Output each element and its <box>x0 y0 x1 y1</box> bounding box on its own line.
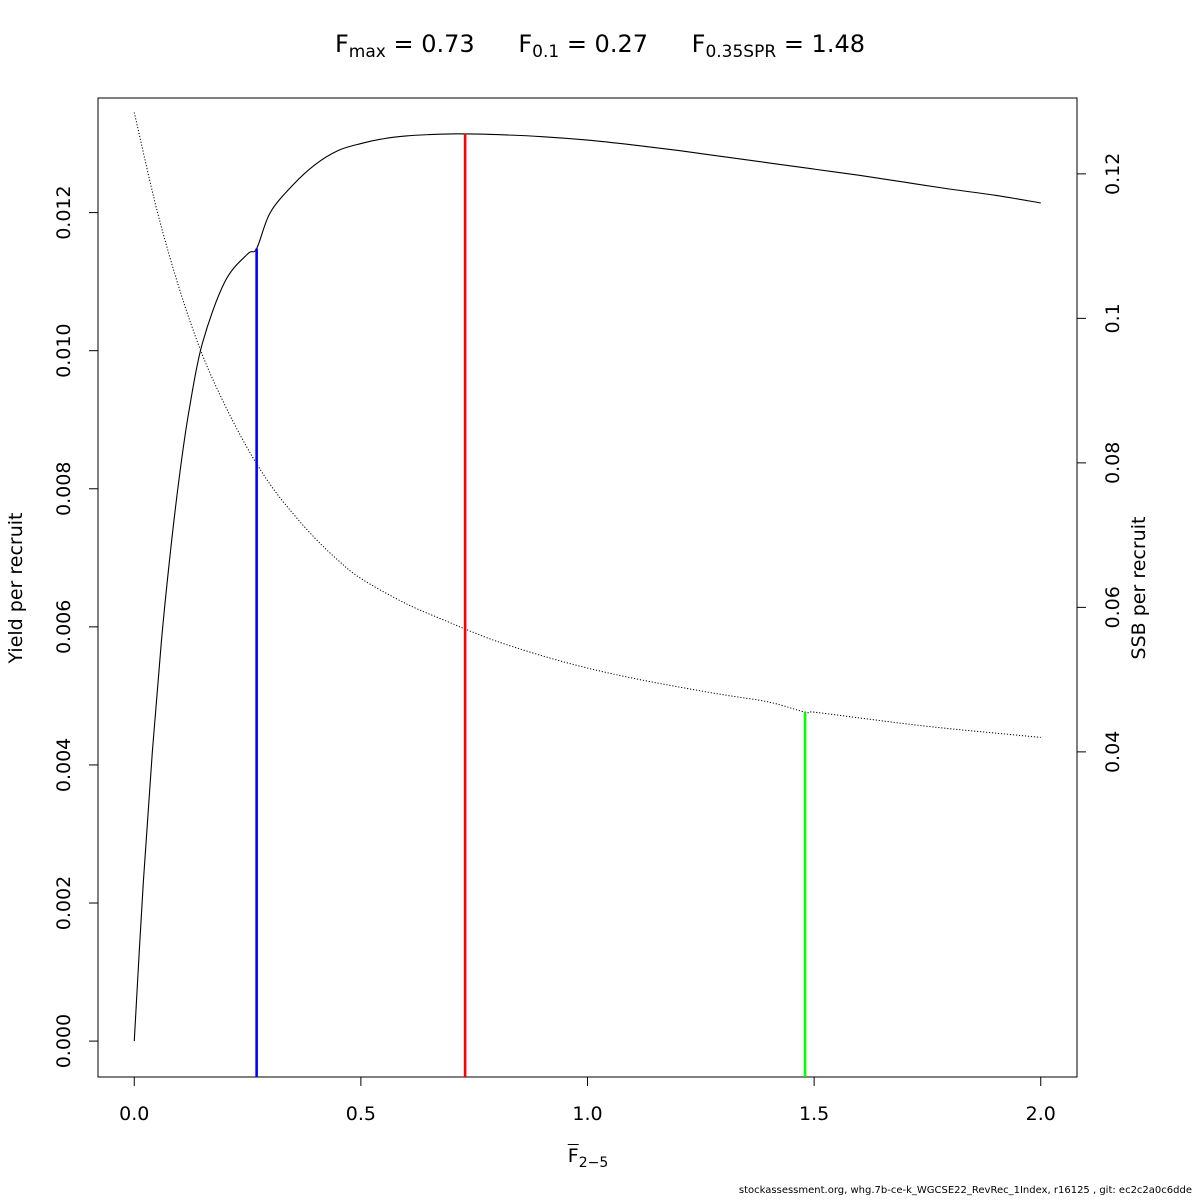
series-layer <box>133 112 1041 1042</box>
x-tick-label: 2.0 <box>1026 1103 1056 1125</box>
y-left-tick-label: 0.004 <box>53 738 75 792</box>
y-right-tick-label: 0.04 <box>1102 731 1124 773</box>
y-left-tick-label: 0.010 <box>53 323 75 377</box>
x-tick-label: 0.5 <box>346 1103 376 1125</box>
title-fmax: Fmax = 0.73 <box>334 30 475 62</box>
y-left-tick-label: 0.002 <box>53 876 75 930</box>
plot-frame <box>97 97 1078 1078</box>
footer-credit: stockassessment.org, whg.7b-ce-k_WGCSE22… <box>738 1185 1192 1196</box>
title-f035spr: F0.35SPR = 1.48 <box>691 30 865 62</box>
y-right-tick-label: 0.08 <box>1102 442 1124 484</box>
y-left-tick-label: 0.008 <box>53 462 75 516</box>
yield-per-recruit-curve <box>133 133 1041 1042</box>
y-left-label: Yield per recruit <box>5 513 27 665</box>
x-label-sub: 2−5 <box>578 1155 609 1171</box>
y-left-tick-label: 0.012 <box>53 185 75 239</box>
y-right-label: SSB per recruit <box>1128 517 1150 660</box>
ssb-per-recruit-curve <box>133 112 1041 738</box>
y-right-tick-label: 0.06 <box>1102 586 1124 628</box>
reference-lines <box>255 133 807 1077</box>
y-right-axis: 0.04 0.06 0.08 0.1 0.12 <box>1076 153 1124 773</box>
x-tick-label: 1.0 <box>572 1103 602 1125</box>
y-right-tick-label: 0.12 <box>1102 153 1124 195</box>
x-tick-label: 0.0 <box>119 1103 149 1125</box>
x-axis-label: F2−5 <box>0 1145 1176 1171</box>
x-axis: 0.0 0.5 1.0 1.5 2.0 <box>119 1076 1056 1125</box>
x-tick-label: 1.5 <box>799 1103 829 1125</box>
y-left-tick-label: 0.006 <box>53 600 75 654</box>
x-label-f: F <box>567 1145 579 1167</box>
y-left-axis: 0.000 0.002 0.004 0.006 0.008 0.010 0.012 <box>53 185 99 1068</box>
y-right-tick-label: 0.1 <box>1102 303 1124 333</box>
chart-title: Fmax = 0.73 F0.1 = 0.27 F0.35SPR = 1.48 <box>0 30 1200 62</box>
y-left-tick-label: 0.000 <box>53 1014 75 1068</box>
title-f01: F0.1 = 0.27 <box>518 30 648 62</box>
